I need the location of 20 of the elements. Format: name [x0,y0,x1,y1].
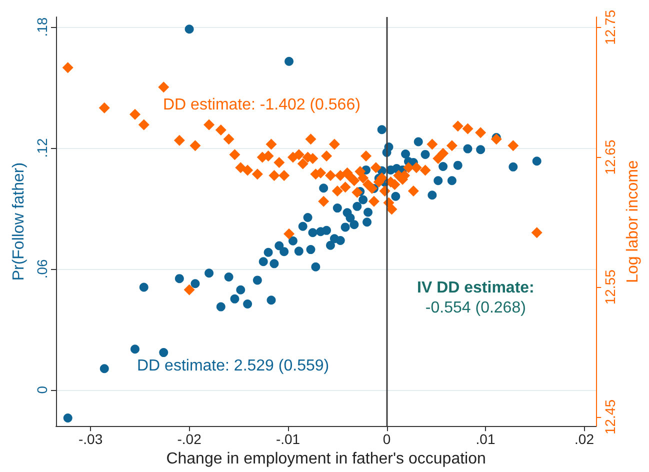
y-tick-label: .12 [34,138,50,158]
y-tick-label: .06 [34,258,50,279]
x-tick-label: .01 [476,431,496,448]
x-tick-label: -.03 [78,431,103,448]
y-tick-label: 0 [34,386,50,394]
y-tick-label: .18 [34,17,50,37]
x-tick-label: 0 [382,431,391,448]
annotation: IV DD estimate: -0.554 (0.268) [416,280,534,316]
x-tick-label: .02 [574,431,594,448]
y2-tick-label: 12.65 [602,140,618,175]
annotation: DD estimate: 2.529 (0.559) [137,358,330,374]
x-axis-title: Change in employment in father's occupation [166,450,486,468]
x-tick-label: -.01 [276,431,300,448]
y2-tick-label: 12.45 [602,399,618,435]
y2-tick-label: 12.75 [602,10,618,45]
y2-axis-title: Log labor income [624,160,642,283]
x-tick-label: -.02 [177,431,202,448]
annotation: DD estimate: -1.402 (0.566) [163,96,360,114]
y2-tick-label: 12.55 [602,269,618,305]
y-axis-title: Pr(Follow father) [10,162,28,281]
